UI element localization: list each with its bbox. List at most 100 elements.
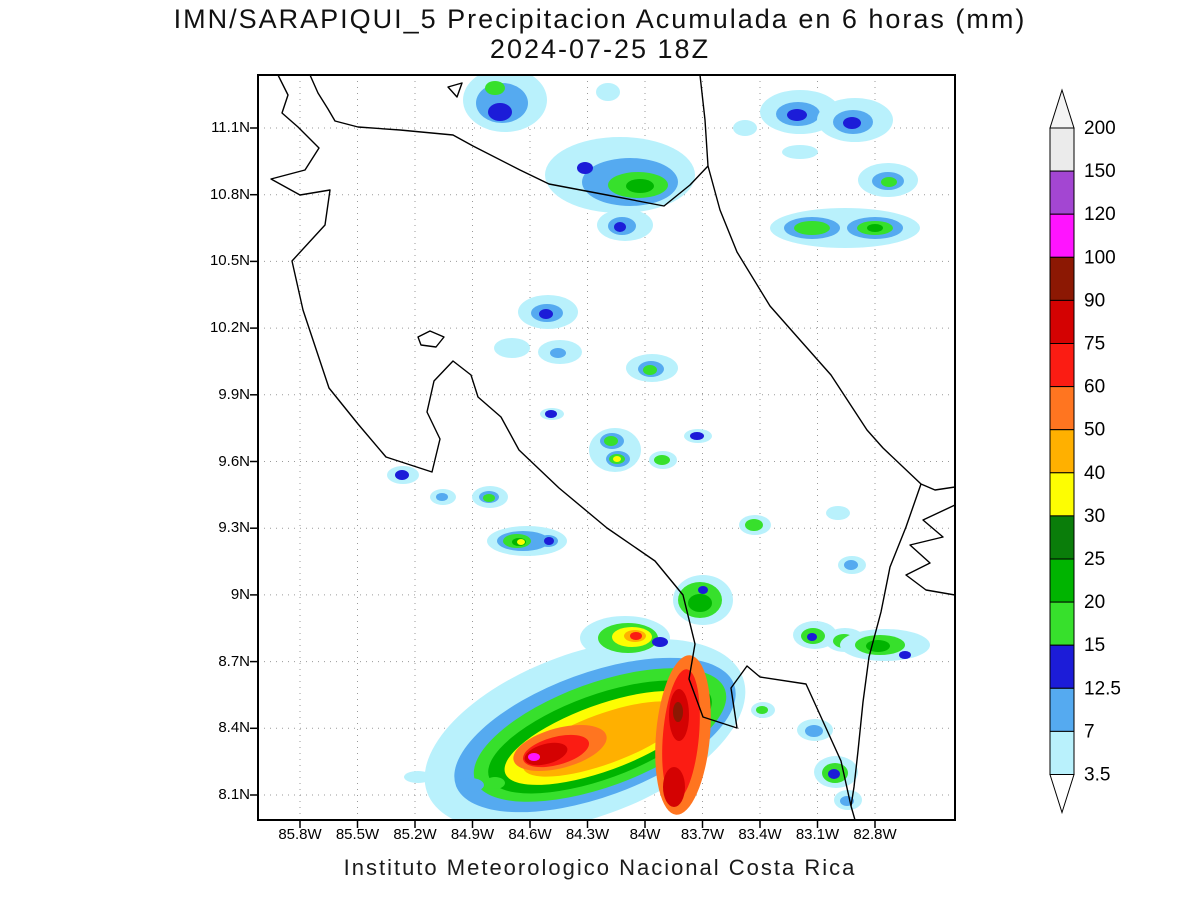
colorbar-label: 50 [1084, 420, 1105, 441]
precip-cell [604, 436, 618, 446]
x-axis-tick-label: 84.6W [508, 826, 552, 843]
precip-cell [630, 632, 642, 640]
colorbar-segment [1049, 299, 1075, 344]
precip-cell [843, 117, 861, 129]
precip-cell [756, 706, 768, 714]
colorbar-label: 120 [1084, 204, 1116, 225]
colorbar: 200 150 120 100 90 75 60 50 40 30 25 20 15 12.5 7 3.5 [1048, 88, 1198, 833]
colorbar-segment [1049, 515, 1075, 560]
colorbar-label: 200 [1084, 118, 1116, 139]
colorbar-segment [1049, 213, 1075, 258]
colorbar-label: 20 [1084, 592, 1105, 613]
precip-cell [404, 771, 432, 783]
colorbar-label: 25 [1084, 549, 1105, 570]
map-frame [257, 74, 956, 821]
y-axis-tick-label: 9.6N [218, 452, 250, 470]
colorbar-segment [1049, 256, 1075, 301]
colorbar-over-arrow [1049, 88, 1075, 129]
precip-cell [690, 432, 704, 440]
y-axis-tick-label: 9N [230, 585, 250, 603]
y-axis-tick-label: 11.1N [211, 119, 250, 136]
colorbar-under-arrow [1049, 774, 1075, 815]
map-canvas [250, 74, 956, 828]
map-plot-area [228, 65, 965, 845]
precip-cell [867, 224, 883, 232]
x-axis-tick-label: 83.4W [738, 826, 782, 843]
colorbar-label: 150 [1084, 161, 1116, 182]
precip-cell [528, 753, 540, 761]
precip-cell [626, 179, 654, 193]
precip-cell [828, 769, 840, 779]
precip-cell [517, 539, 525, 545]
x-axis-tick-label: 84W [629, 826, 661, 843]
precip-cell [395, 470, 409, 480]
precip-cell [485, 81, 505, 95]
precip-cell [539, 309, 553, 319]
precip-cell [805, 725, 823, 737]
y-axis-tick-label: 10.5N [209, 252, 250, 270]
precip-cell [866, 640, 890, 652]
precip-cell [794, 221, 830, 235]
gulf-island [417, 330, 445, 348]
lake-island [447, 82, 463, 98]
colorbar-label: 100 [1084, 247, 1116, 268]
colorbar-label: 7 [1084, 721, 1095, 742]
colorbar-segment [1049, 730, 1075, 776]
colorbar-label: 30 [1084, 506, 1105, 527]
colorbar-label: 3.5 [1084, 765, 1110, 786]
colorbar-label: 75 [1084, 334, 1105, 355]
panama-lagoon-coast [905, 504, 955, 596]
y-axis-tick-label: 8.4N [218, 719, 250, 737]
y-axis-tick-label: 9.9N [218, 385, 250, 403]
precip-cell [545, 410, 557, 418]
colorbar-label: 12.5 [1084, 678, 1121, 699]
precip-cell [485, 777, 505, 789]
precip-cell [844, 560, 858, 570]
panama-border [850, 483, 922, 807]
precip-cell [488, 103, 512, 121]
colorbar-label: 90 [1084, 290, 1105, 311]
colorbar-segment [1049, 386, 1075, 431]
colorbar-segment [1049, 644, 1075, 689]
colorbar-segment [1049, 687, 1075, 732]
page-title: IMN/SARAPIQUI_5 Precipitacion Acumulada … [173, 4, 1027, 34]
colorbar-label: 15 [1084, 635, 1105, 656]
x-axis-tick-label: 83.7W [680, 826, 725, 843]
precip-cell [782, 145, 818, 159]
precip-cell [544, 537, 554, 545]
precip-cell [494, 338, 530, 358]
footer-credit: Instituto Meteorologico Nacional Costa R… [343, 855, 857, 880]
x-axis-tick-label: 83.1W [795, 826, 840, 843]
precip-cell [745, 519, 763, 531]
y-axis-tick-label: 9.3N [218, 519, 250, 537]
precip-cell [826, 506, 850, 520]
x-axis-tick-label: 85.5W [335, 826, 380, 843]
precip-cell [577, 162, 593, 174]
precip-cell [733, 120, 757, 136]
precip-cell [456, 778, 484, 792]
colorbar-segment [1049, 343, 1075, 388]
colorbar-segment [1049, 601, 1075, 646]
precip-cell [652, 637, 668, 647]
x-axis-tick-label: 85.2W [393, 826, 437, 843]
y-axis-tick-label: 10.2N [209, 319, 250, 337]
colorbar-segment [1049, 429, 1075, 474]
y-axis-tick-label: 8.1N [218, 786, 250, 803]
precip-cell [483, 494, 495, 502]
precip-cell [698, 586, 708, 594]
precip-cell [550, 348, 566, 358]
colorbar-segment [1049, 472, 1075, 517]
x-axis-tick-label: 84.9W [450, 826, 495, 843]
precip-cell [663, 767, 685, 807]
nicaragua-border [309, 75, 709, 207]
precip-cell [807, 633, 817, 641]
precip-cell [673, 702, 683, 722]
precip-cell [787, 109, 807, 121]
colorbar-segment [1049, 127, 1075, 172]
precip-cell [643, 365, 657, 375]
x-axis-tick-label: 82.8W [853, 826, 897, 843]
y-axis-tick-label: 8.7N [218, 652, 250, 670]
precip-cell [613, 456, 621, 462]
pacific-coastline [270, 75, 856, 820]
